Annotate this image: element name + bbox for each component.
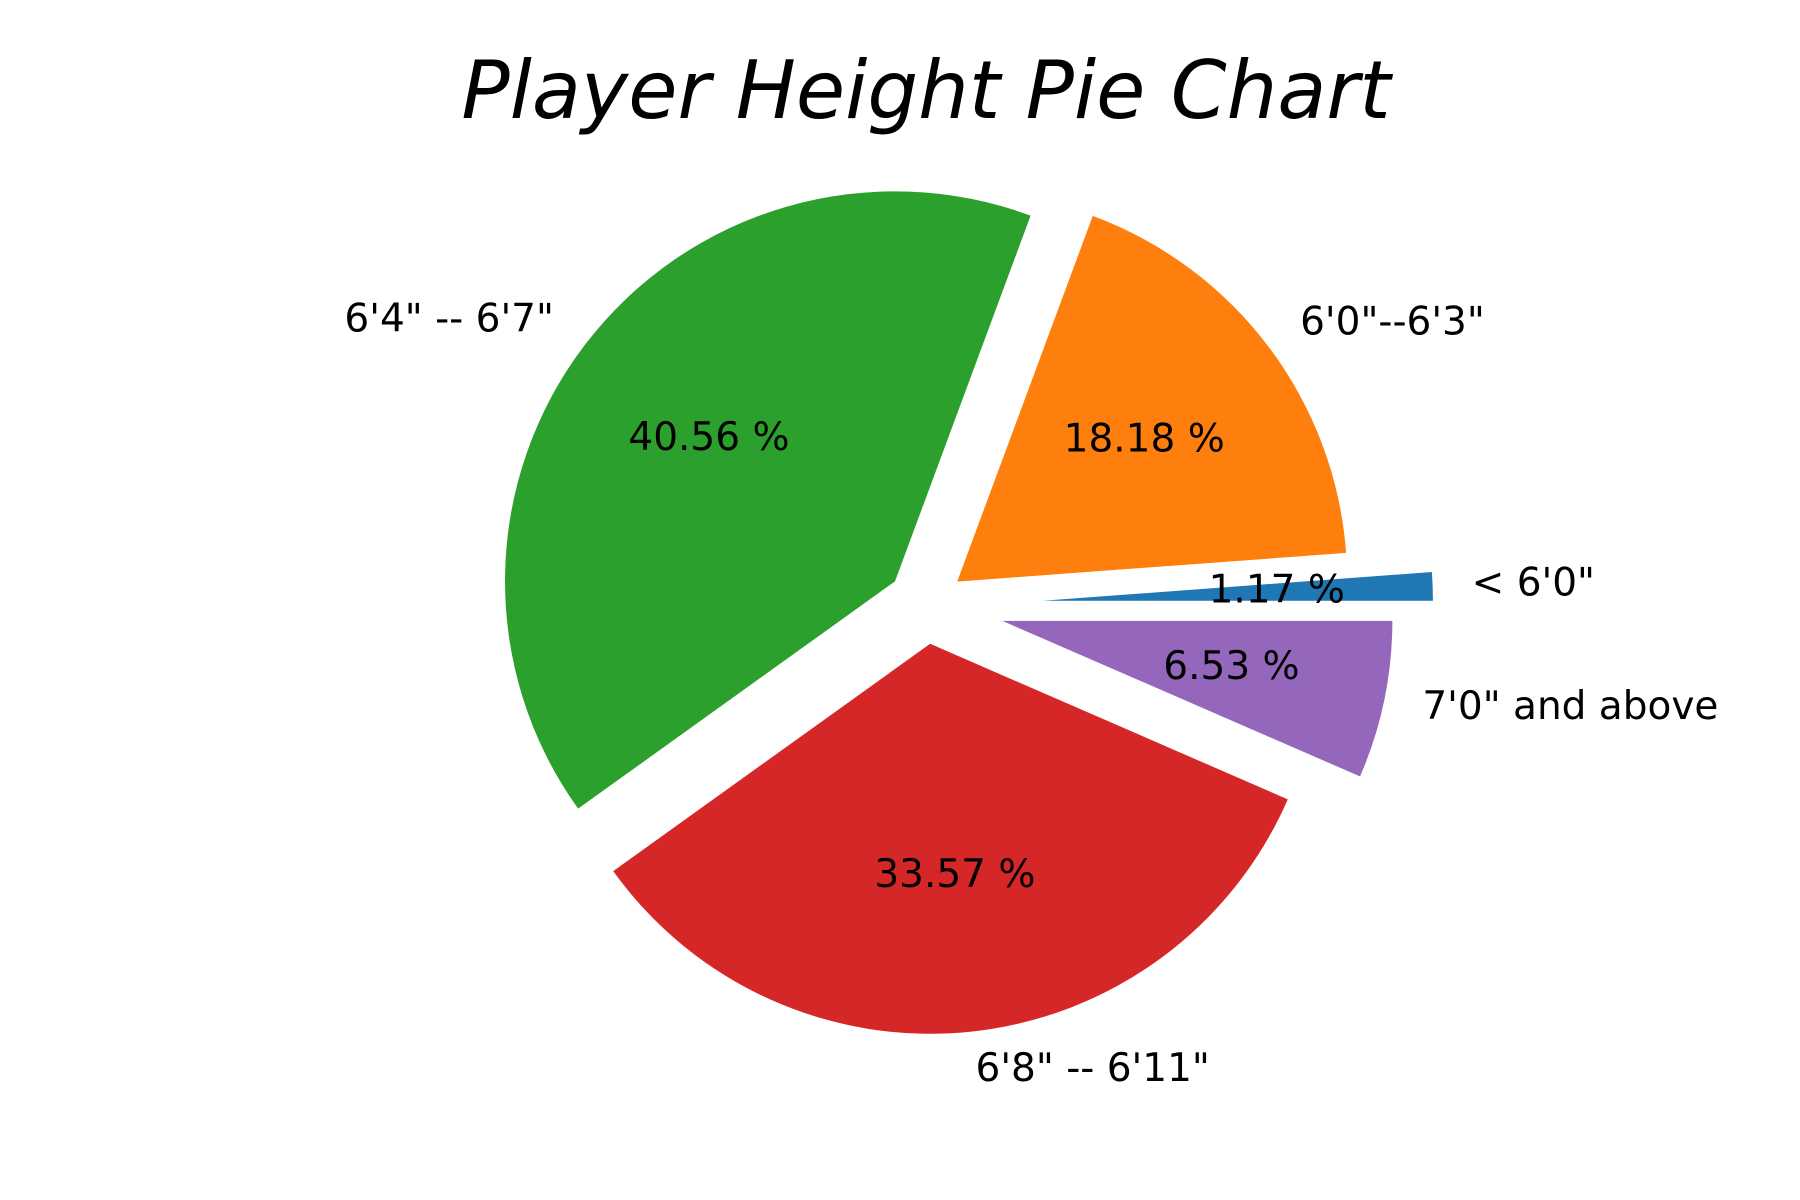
pie-labels: < 6'0" 1.17 % 6'0"--6'3" 18.18 % 6'4" -- 6'7… [344,297,1718,1091]
pie-slice-4 [613,643,1288,1034]
pie-slice-3 [504,191,1031,809]
slice-label-4: 6'8" -- 6'11" [976,1046,1210,1091]
percent-label-3: 40.56 % [628,415,789,460]
percent-label-4: 33.57 % [874,852,1035,897]
slice-label-3: 6'4" -- 6'7" [344,297,554,342]
slice-label-2: 6'0"--6'3" [1300,299,1485,344]
percent-label-5: 6.53 % [1163,644,1299,689]
slice-label-5: 7'0" and above [1422,684,1718,729]
pie-slice-2 [957,215,1347,582]
pie-slice-5 [1002,620,1393,777]
percent-label-2: 18.18 % [1064,416,1225,461]
chart-title: Player Height Pie Chart [461,44,1393,137]
pie-slice-1 [1042,572,1433,601]
slice-label-1: < 6'0" [1472,560,1595,605]
pie-slices [504,191,1433,1034]
percent-label-1: 1.17 % [1209,568,1345,613]
